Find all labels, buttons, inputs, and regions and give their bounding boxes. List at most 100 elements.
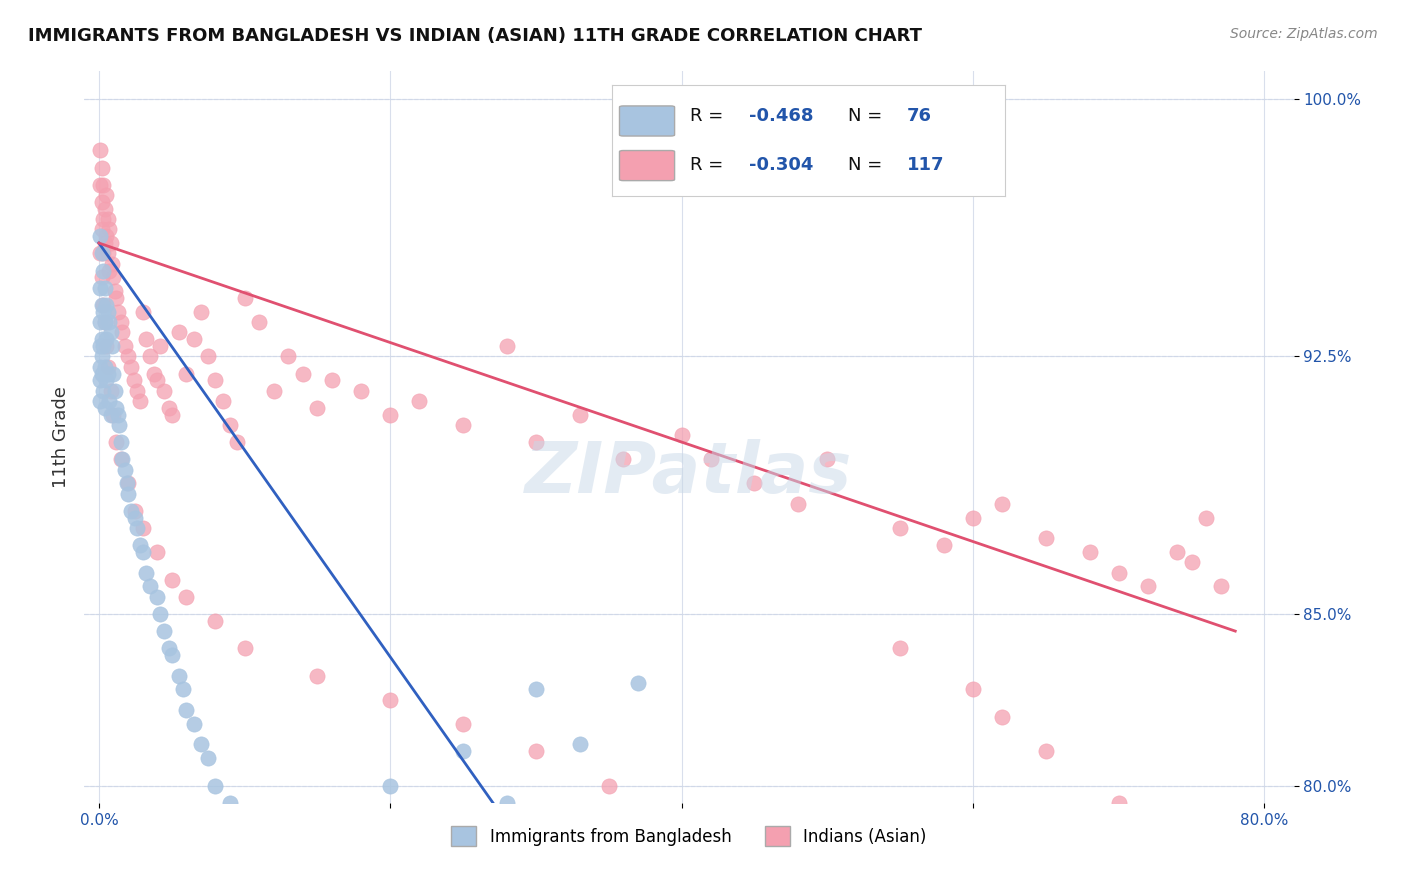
Text: R =: R = (690, 107, 730, 125)
Point (815, 452, 838, 467)
Point (110, 452, 132, 467)
Point (98, 394, 121, 409)
Point (291, 367, 314, 381)
Point (219, 796, 242, 810)
Point (190, 738, 212, 752)
Point (744, 476, 766, 491)
Point (90, 222, 112, 236)
Point (105, 291, 128, 305)
Point (89, 315, 111, 329)
Point (100, 408, 122, 422)
Point (94, 281, 117, 295)
Point (1078, 545, 1101, 559)
Point (117, 350, 139, 364)
Point (94, 315, 117, 329)
Point (89, 339, 111, 353)
Point (204, 779, 226, 793)
Point (197, 751, 219, 765)
Point (128, 538, 150, 552)
Text: N =: N = (848, 156, 887, 174)
Point (131, 304, 153, 318)
Point (89, 373, 111, 387)
Point (524, 435, 547, 450)
Point (100, 326, 122, 340)
Point (160, 648, 183, 662)
Point (380, 779, 402, 793)
Point (94, 315, 117, 329)
Point (146, 590, 169, 604)
Point (167, 326, 190, 340)
Point (204, 614, 226, 628)
Point (671, 806, 693, 821)
Point (991, 710, 1014, 724)
Point (671, 428, 693, 442)
Y-axis label: 11th Grade: 11th Grade (52, 386, 70, 488)
Point (157, 641, 180, 656)
Point (117, 476, 139, 491)
Point (89, 281, 111, 295)
Point (120, 504, 142, 518)
FancyBboxPatch shape (620, 106, 675, 136)
Point (101, 339, 124, 353)
Point (104, 384, 127, 398)
Point (94, 235, 117, 250)
Point (89, 144, 111, 158)
Point (233, 291, 256, 305)
Point (197, 350, 219, 364)
Point (1136, 579, 1159, 593)
Point (160, 408, 183, 422)
Point (96, 298, 118, 312)
Point (146, 545, 169, 559)
Point (1035, 532, 1057, 546)
Point (321, 813, 343, 827)
Point (97, 359, 120, 374)
Point (135, 566, 157, 580)
Point (451, 744, 474, 758)
Point (91, 339, 114, 353)
Text: R =: R = (690, 156, 730, 174)
Point (1195, 510, 1218, 524)
Point (89, 229, 111, 244)
Point (524, 682, 547, 697)
Point (211, 394, 233, 409)
Point (139, 579, 162, 593)
Point (183, 716, 205, 731)
Point (1035, 744, 1057, 758)
Text: 117: 117 (907, 156, 945, 174)
Point (524, 744, 547, 758)
Point (889, 521, 911, 535)
Text: N =: N = (848, 107, 887, 125)
Point (97, 367, 120, 381)
Point (744, 840, 766, 855)
Point (107, 408, 129, 422)
Point (96, 339, 118, 353)
Point (91, 212, 114, 227)
Point (89, 246, 111, 260)
Point (495, 796, 517, 810)
Point (451, 418, 474, 433)
Point (226, 820, 249, 834)
Point (96, 373, 118, 387)
Point (176, 590, 198, 604)
Legend: Immigrants from Bangladesh, Indians (Asian): Immigrants from Bangladesh, Indians (Asi… (444, 820, 934, 853)
Point (307, 669, 329, 683)
Point (100, 384, 122, 398)
Point (100, 235, 122, 250)
Point (111, 452, 134, 467)
Point (101, 257, 124, 271)
Point (90, 161, 112, 175)
Point (103, 270, 125, 285)
Point (350, 384, 373, 398)
Text: -0.468: -0.468 (749, 107, 814, 125)
Point (307, 854, 329, 868)
Point (247, 315, 270, 329)
Point (176, 703, 198, 717)
Point (94, 359, 117, 374)
Point (149, 607, 172, 621)
Point (1136, 840, 1159, 855)
Point (277, 888, 299, 892)
Point (157, 401, 180, 415)
Point (114, 463, 136, 477)
Point (204, 373, 226, 387)
Point (139, 350, 162, 364)
